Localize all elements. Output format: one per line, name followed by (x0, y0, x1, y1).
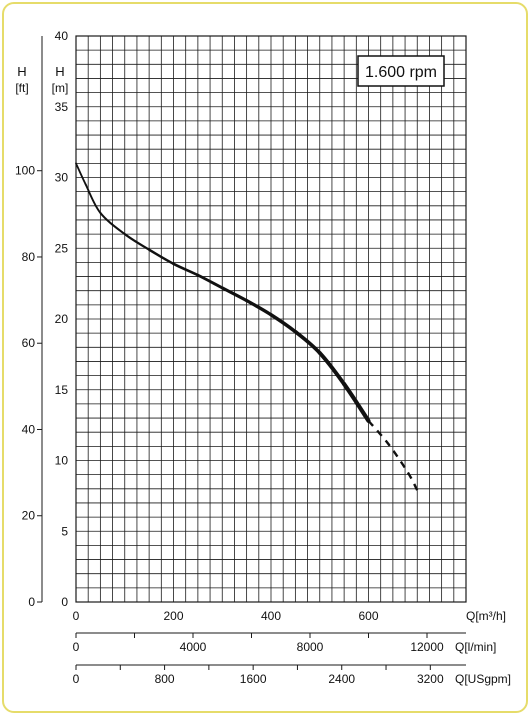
x-tick-label-usgpm: 3200 (417, 672, 444, 686)
x-tick-label-lmin: 0 (73, 640, 80, 654)
pump-curve-segment (269, 312, 298, 334)
x-tick-label-m3h: 600 (358, 609, 378, 623)
x-tick-label-usgpm: 0 (73, 672, 80, 686)
y-tick-label-m: 35 (55, 100, 69, 114)
plot-border (75, 35, 467, 603)
pump-curve-segment (244, 298, 273, 317)
y-axis-m-title: H (55, 64, 64, 79)
y-tick-label-ft: 100 (15, 164, 35, 178)
x-tick-label-m3h: 200 (163, 609, 183, 623)
pump-curve-segment (172, 262, 200, 277)
x-tick-label-lmin: 8000 (297, 640, 324, 654)
axes (37, 36, 466, 670)
y-tick-label-m: 5 (61, 524, 68, 538)
pump-curve-segment (293, 329, 322, 355)
y-tick-label-ft: 0 (28, 595, 35, 609)
pump-curve-segment (220, 286, 249, 303)
y-axis-m-unit: [m] (52, 81, 69, 95)
y-axis-ft-title: H (17, 64, 26, 79)
y-tick-label-ft: 60 (22, 336, 36, 350)
x-tick-label-usgpm: 2400 (328, 672, 355, 686)
pump-curve-segment (147, 248, 175, 266)
curves (75, 162, 419, 491)
x-tick-label-m3h: 0 (73, 609, 80, 623)
x-tick-label-lmin: 4000 (180, 640, 207, 654)
speed-label: 1.600 rpm (365, 64, 437, 81)
pump-curve-segment (84, 183, 102, 214)
pump-curve-segment (75, 162, 87, 186)
pump-curve-segment (99, 211, 126, 236)
speed-label-box (357, 55, 445, 87)
pump-curve-segment (196, 273, 224, 290)
pump-curve-segment (342, 381, 371, 423)
x-tick-label-usgpm: 800 (155, 672, 175, 686)
y-tick-label-ft: 40 (22, 422, 36, 436)
x-tick-label-m3h: 400 (261, 609, 281, 623)
pump-curve-segment (317, 350, 347, 387)
y-tick-label-m: 10 (55, 454, 69, 468)
y-tick-label-m: 25 (55, 241, 69, 255)
y-tick-label-m: 30 (55, 171, 69, 185)
y-tick-label-ft: 20 (22, 509, 36, 523)
y-tick-label-m: 0 (61, 595, 68, 609)
y-tick-label-ft: 80 (22, 250, 36, 264)
pump-curve-segment (123, 232, 151, 251)
x-axis-m3h-label: Q[m³/h] (466, 609, 506, 623)
x-tick-label-usgpm: 1600 (240, 672, 267, 686)
x-axis-usgpm-label: Q[USgpm] (455, 672, 511, 686)
x-axis-lmin-label: Q[l/min] (455, 640, 496, 654)
x-tick-label-lmin: 12000 (410, 640, 444, 654)
y-tick-label-m: 15 (55, 383, 69, 397)
grid (75, 35, 467, 603)
y-tick-label-m: 40 (55, 29, 69, 43)
y-tick-label-m: 20 (55, 312, 69, 326)
y-axis-ft-unit: [ft] (15, 81, 28, 95)
